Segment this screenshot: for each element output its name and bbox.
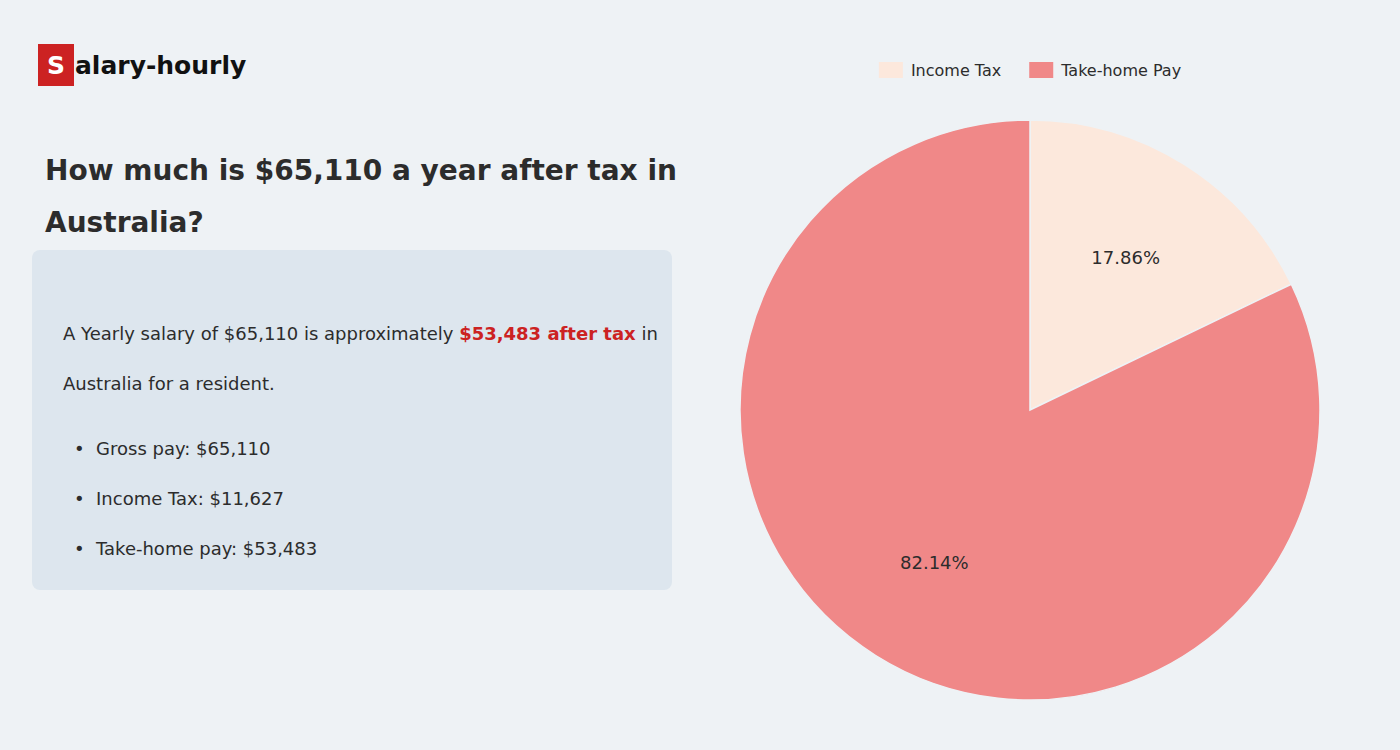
data-label: 17.86% (1091, 247, 1160, 268)
legend-item: Income Tax (879, 61, 1001, 80)
logo-box (38, 44, 74, 86)
legend-label: Take-home Pay (1060, 61, 1181, 80)
slice (740, 120, 1320, 700)
logo: Salary-hourly (38, 44, 246, 86)
legend-label: Income Tax (911, 61, 1001, 80)
title: How much is $65,110 a year after tax in (45, 154, 677, 187)
chart: Salary-hourly How much is $65,110 a year … (0, 0, 1400, 750)
summary-line: Australia for a resident. (63, 373, 275, 394)
legend-swatch (879, 62, 903, 78)
data-label: 82.14% (900, 552, 969, 573)
bullet: • Gross pay: $65,110 (74, 438, 271, 459)
background (0, 0, 1400, 750)
pie (740, 120, 1320, 700)
legend-item: Take-home Pay (1029, 61, 1181, 80)
logo-text: alary-hourly (75, 51, 246, 80)
title: Australia? (45, 206, 204, 239)
logo-letter: S (47, 51, 65, 80)
legend: Income Tax Take-home Pay (879, 61, 1181, 80)
data-labels: 17.86% 82.14% (900, 247, 1160, 572)
legend-swatch (1029, 62, 1053, 78)
summary-part: in (636, 323, 658, 344)
summary-part: A Yearly salary of $65,110 is approximat… (63, 323, 459, 344)
bullet: • Income Tax: $11,627 (74, 488, 284, 509)
info-box (32, 250, 672, 590)
summary-part: $53,483 after tax (459, 323, 636, 344)
summary: A Yearly salary of $65,110 is approximat… (63, 323, 658, 344)
bullet: • Take-home pay: $53,483 (74, 538, 317, 559)
